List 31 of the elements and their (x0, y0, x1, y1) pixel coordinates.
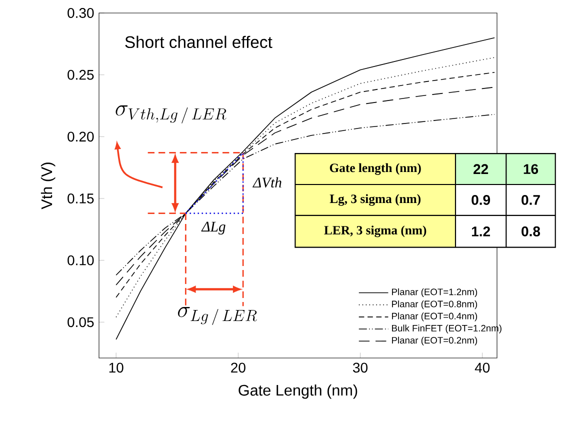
annotation: ΔLg (201, 222, 226, 235)
text: 16 (524, 164, 538, 174)
text: 0.7 (522, 195, 540, 205)
x-tick-label: 20 (231, 362, 246, 373)
annotation: $\sigma_{Vth,Lg\,/\,LER}$ (116, 105, 226, 124)
y-axis-title: Vth (V) (40, 162, 56, 210)
y-tick-label: 0.10 (68, 255, 94, 266)
legend-label: Planar (EOT=1.2nm) (392, 288, 478, 298)
legend-label: Planar (EOT=0.4nm) (392, 312, 478, 322)
x-axis-title: Gate Length (nm) (238, 384, 358, 399)
y-tick-label: 0.25 (68, 70, 94, 80)
annotation: ΔVth (252, 177, 282, 188)
legend-label: Planar (EOT=0.8nm) (392, 300, 478, 310)
annotation: Lg, 3 sigma (nm) (330, 194, 421, 206)
x-tick-label: 30 (353, 362, 368, 373)
annotation: LER, 3 sigma (nm) (324, 226, 426, 238)
text: 0.8 (522, 226, 540, 236)
y-tick-label: 0.05 (68, 317, 94, 328)
y-tick-label: 0.15 (68, 194, 94, 204)
x-tick-label: 40 (474, 362, 490, 373)
legend-label: Planar (EOT=0.2nm) (392, 336, 478, 346)
text: Short channel effect (125, 36, 272, 48)
annotation: 22 (474, 164, 488, 174)
annotation: 1.2 (472, 226, 490, 236)
x-tick-label: 10 (109, 362, 124, 373)
y-tick-label: 0.20 (68, 132, 94, 142)
annotation: Gate length (nm) (330, 163, 421, 175)
annotation: 0.9 (472, 195, 490, 205)
annotation: $\sigma_{Lg\,/\,LER}$ (178, 306, 257, 325)
y-tick-label: 0.30 (68, 8, 94, 18)
legend-label: Bulk FinFET (EOT=1.2nm) (392, 324, 502, 334)
